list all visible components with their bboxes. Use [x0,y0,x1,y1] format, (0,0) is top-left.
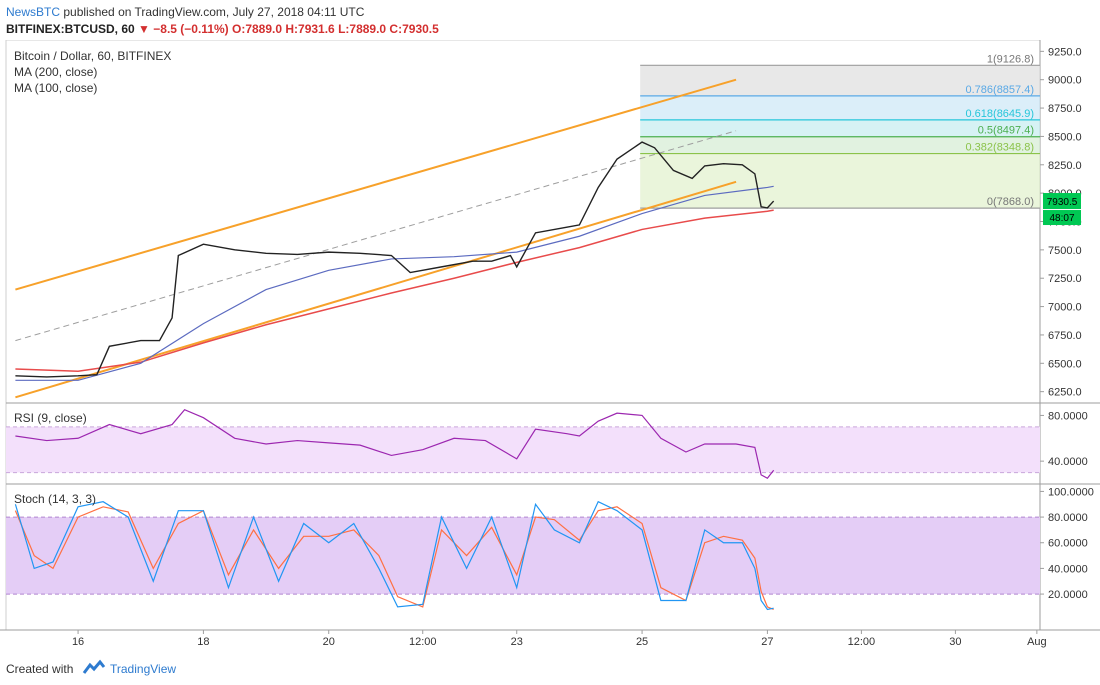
last-price-label: 7930.5 [1047,197,1078,208]
price-change: −8.5 (−0.11%) [153,22,229,36]
fib-zone [640,95,1040,120]
publish-info: published on TradingView.com, July 27, 2… [63,5,365,19]
time-tick-label: 20 [323,636,335,648]
rsi-label: RSI (9, close) [14,411,87,425]
price-tick-label: 9250.0 [1048,46,1082,58]
stoch-label: Stoch (14, 3, 3) [14,492,96,506]
price-tick-label: 6750.0 [1048,330,1082,342]
fib-level-label: 0(7868.0) [987,196,1034,208]
stoch-d-line [14,506,774,611]
legend-entry: MA (100, close) [14,81,97,95]
fib-level-label: 0.382(8348.8) [966,142,1035,154]
price-tick-label: 6500.0 [1048,358,1082,370]
publish-line: NewsBTC published on TradingView.com, Ju… [6,5,364,19]
price-line [15,141,775,378]
legend-entry: MA (200, close) [14,65,97,79]
rsi-tick-label: 40.0000 [1048,456,1088,468]
fib-level-label: 0.786(8857.4) [966,84,1035,96]
price-tick-label: 6250.0 [1048,387,1082,399]
time-tick-label: 12:00 [409,636,437,648]
rsi-tick-label: 80.0000 [1048,410,1088,422]
footer: Created with TradingView [0,655,1100,685]
fib-level-label: 1(9126.8) [987,53,1034,65]
time-tick-label: 30 [949,636,961,648]
price-tick-label: 7000.0 [1048,302,1082,314]
price-tick-label: 7250.0 [1048,273,1082,285]
time-tick-label: Aug [1027,636,1047,648]
ma200-line [15,209,774,372]
countdown-label: 48:07 [1049,213,1074,224]
time-tick-label: 16 [72,636,84,648]
stoch-tick-label: 20.0000 [1048,589,1088,601]
publisher-name[interactable]: NewsBTC [6,5,61,19]
ma100-line [15,185,774,381]
symbol-line: BITFINEX:BTCUSD, 60 ▼ −8.5 (−0.11%) O:78… [6,22,439,36]
stoch-k-line [14,500,774,611]
stoch-tick-label: 60.0000 [1048,538,1088,550]
fib-zone [640,119,1040,137]
tradingview-logo-icon [82,659,106,674]
price-tick-label: 9000.0 [1048,75,1082,87]
time-tick-label: 18 [197,636,209,648]
rsi-line [15,408,775,480]
fib-zone [640,136,1040,154]
fib-zone [640,153,1040,209]
countdown-tag [1043,210,1081,226]
stoch-tick-label: 40.0000 [1048,563,1088,575]
fib-level-label: 0.618(8645.9) [966,108,1035,120]
stoch-tick-label: 100.0000 [1048,486,1094,498]
fib-zone [640,65,1040,96]
time-tick-label: 25 [636,636,648,648]
created-with-label: Created with [6,662,74,676]
channel-midline [15,130,737,342]
channel-upper-line [15,78,737,291]
time-tick-label: 23 [511,636,523,648]
tradingview-brand[interactable]: TradingView [110,662,177,676]
stoch-tick-label: 80.0000 [1048,512,1088,524]
fib-level-label: 0.5(8497.4) [978,125,1034,137]
chart-canvas[interactable]: 1(9126.8) 0.786(8857.4) 0.618(8645.9) 0.5(8… [0,40,1100,655]
price-tick-label: 8500.0 [1048,131,1082,143]
time-tick-label: 27 [761,636,773,648]
time-tick-label: 12:00 [848,636,876,648]
symbol-label: BITFINEX:BTCUSD, 60 [6,22,135,36]
channel-lower-line [15,180,737,399]
last-price-tag [1043,193,1081,210]
chart-header: NewsBTC published on TradingView.com, Ju… [0,0,1100,40]
ohlc-values: O:7889.0 H:7931.6 L:7889.0 C:7930.5 [232,22,439,36]
price-tick-label: 7500.0 [1048,245,1082,257]
chart-title: Bitcoin / Dollar, 60, BITFINEX [14,49,171,63]
price-tick-label: 8750.0 [1048,103,1082,115]
price-tick-label: 8250.0 [1048,160,1082,172]
down-arrow-icon: ▼ [138,22,150,36]
